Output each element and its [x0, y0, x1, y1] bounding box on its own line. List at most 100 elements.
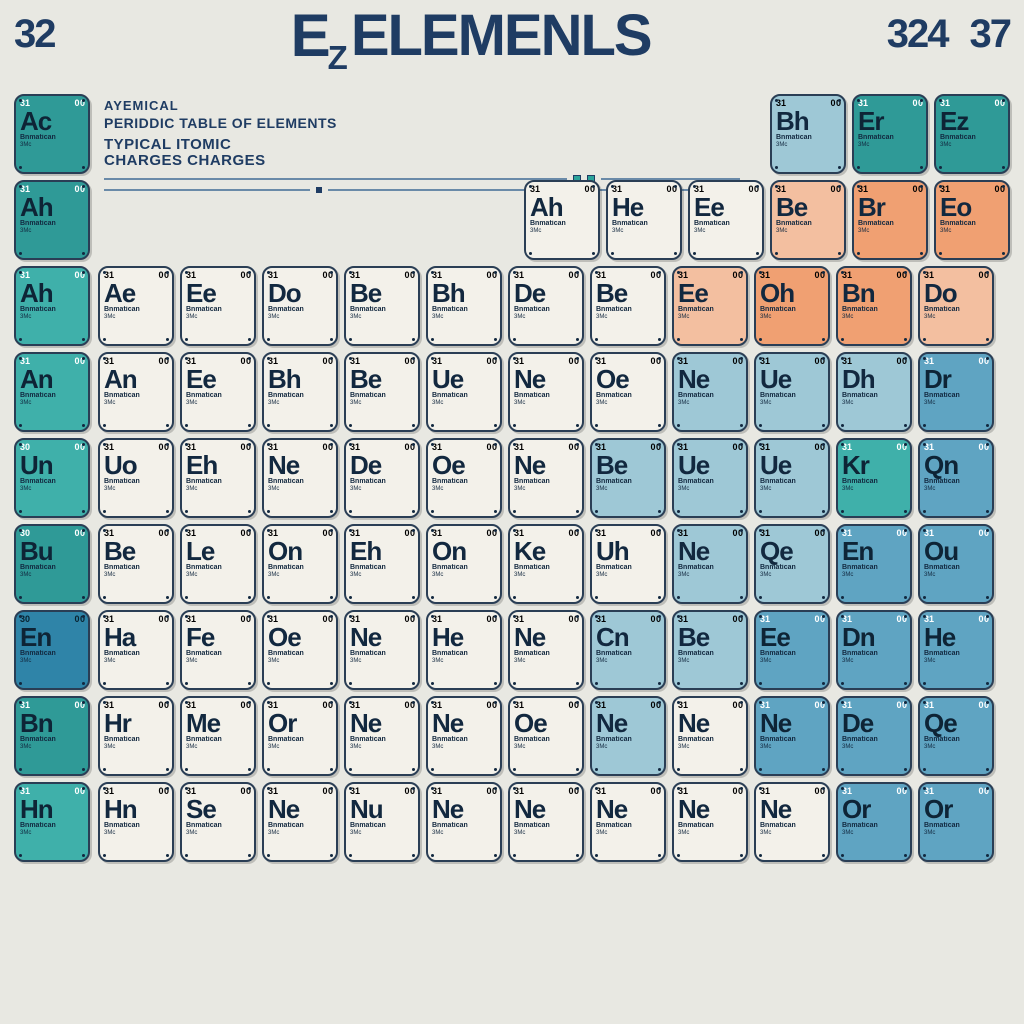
element-cell: 310 0EoBnmatican3Mc — [934, 180, 1010, 260]
row1-right-tiles: 310 0BhBnmatican3Mc310 0ErBnmatican3Mc31… — [770, 94, 1010, 174]
element-cell: 310 0AeBnmatican3Mc — [98, 266, 174, 346]
element-cell: 310 0DeBnmatican3Mc — [344, 438, 420, 518]
element-cell: 310 0BeBnmatican3Mc — [344, 352, 420, 432]
element-cell: 310 0OrBnmatican3Mc — [262, 696, 338, 776]
element-cell: 310 0BeBnmatican3Mc — [590, 438, 666, 518]
element-cell: 310 0MeBnmatican3Mc — [180, 696, 256, 776]
element-cell: 310 0KrBnmatican3Mc — [836, 438, 912, 518]
subtitle-line3b: CHARGES CHARGES — [104, 152, 266, 169]
element-cell: 310 0OuBnmatican3Mc — [918, 524, 994, 604]
element-cell: 310 0UeBnmatican3Mc — [754, 352, 830, 432]
element-cell: 310 0OnBnmatican3Mc — [426, 524, 502, 604]
element-cell: 310 0NeBnmatican3Mc — [672, 696, 748, 776]
element-cell: 310 0ErBnmatican3Mc — [852, 94, 928, 174]
element-cell: 310 0AnBnmatican3Mc — [98, 352, 174, 432]
element-cell: 310 0BnBnmatican3Mc — [836, 266, 912, 346]
element-cell: 310 0OeBnmatican3Mc — [508, 696, 584, 776]
element-cell: 310 0HaBnmatican3Mc — [98, 610, 174, 690]
element-cell: 310 0HeBnmatican3Mc — [426, 610, 502, 690]
element-cell: 310 0DhBnmatican3Mc — [836, 352, 912, 432]
element-cell: 310 0SeBnmatican3Mc — [180, 782, 256, 862]
element-cell: 310 0OeBnmatican3Mc — [590, 352, 666, 432]
element-cell: 310 0BhBnmatican3Mc — [262, 352, 338, 432]
element-cell: 310 0HrBnmatican3Mc — [98, 696, 174, 776]
subtitle-block: AYEMICAL PERIDDIC TABLE OF ELEMENTS TYPI… — [100, 96, 740, 193]
element-cell: 310 0EeBnmatican3Mc — [672, 266, 748, 346]
subtitle-line2: PERIDDIC TABLE OF ELEMENTS — [104, 115, 740, 131]
element-cell: 310 0EeBnmatican3Mc — [754, 610, 830, 690]
element-cell: 310 0NeBnmatican3Mc — [754, 782, 830, 862]
element-cell: 310 0QeBnmatican3Mc — [754, 524, 830, 604]
subtitle-text: AYEMICAL PERIDDIC TABLE OF ELEMENTS TYPI… — [100, 96, 740, 193]
element-cell: 310 0OeBnmatican3Mc — [426, 438, 502, 518]
element-cell: 310 0NeBnmatican3Mc — [426, 696, 502, 776]
left-column: 310 0AcBnmatican3Mc310 0AhBnmatican3Mc31… — [14, 94, 90, 862]
element-cell: 310 0NeBnmatican3Mc — [508, 352, 584, 432]
element-cell: 310 0KeBnmatican3Mc — [508, 524, 584, 604]
element-cell: 310 0QnBnmatican3Mc — [918, 438, 994, 518]
element-cell: 310 0NeBnmatican3Mc — [344, 610, 420, 690]
element-cell: 310 0OnBnmatican3Mc — [262, 524, 338, 604]
row5: 310 0UoBnmatican3Mc310 0EhBnmatican3Mc31… — [98, 438, 994, 518]
element-cell: 310 0NeBnmatican3Mc — [672, 782, 748, 862]
element-cell: 310 0EnBnmatican3Mc — [836, 524, 912, 604]
element-cell: 310 0NeBnmatican3Mc — [426, 782, 502, 862]
header-number-left: 32 — [14, 12, 55, 57]
element-cell: 310 0DnBnmatican3Mc — [836, 610, 912, 690]
element-cell: 310 0NeBnmatican3Mc — [590, 782, 666, 862]
element-cell: 310 0NeBnmatican3Mc — [590, 696, 666, 776]
element-cell: 310 0HnBnmatican3Mc — [14, 782, 90, 862]
element-cell: 310 0UoBnmatican3Mc — [98, 438, 174, 518]
element-cell: 310 0NeBnmatican3Mc — [508, 438, 584, 518]
element-cell: 310 0UeBnmatican3Mc — [754, 438, 830, 518]
row9: 310 0HnBnmatican3Mc310 0SeBnmatican3Mc31… — [98, 782, 994, 862]
element-cell: 310 0OhBnmatican3Mc — [754, 266, 830, 346]
header-number-right-b: 37 — [969, 12, 1010, 57]
element-cell: 310 0AhBnmatican3Mc — [14, 266, 90, 346]
element-cell: 310 0CnBnmatican3Mc — [590, 610, 666, 690]
element-cell: 310 0BhBnmatican3Mc — [770, 94, 846, 174]
element-cell: 310 0BeBnmatican3Mc — [98, 524, 174, 604]
element-cell: 310 0EzBnmatican3Mc — [934, 94, 1010, 174]
element-cell: 310 0LeBnmatican3Mc — [180, 524, 256, 604]
element-cell: 310 0HeBnmatican3Mc — [918, 610, 994, 690]
row2-tiles: 310 0AhBnmatican3Mc310 0HeBnmatican3Mc31… — [524, 180, 1010, 260]
element-cell: 300 0BuBnmatican3Mc — [14, 524, 90, 604]
header-title: ELEMENLS — [351, 12, 651, 60]
element-cell: 310 0BhBnmatican3Mc — [426, 266, 502, 346]
element-cell: 310 0NeBnmatican3Mc — [508, 610, 584, 690]
element-cell: 310 0NuBnmatican3Mc — [344, 782, 420, 862]
element-cell: 310 0AnBnmatican3Mc — [14, 352, 90, 432]
element-cell: 310 0OeBnmatican3Mc — [262, 610, 338, 690]
element-cell: 310 0BnBnmatican3Mc — [14, 696, 90, 776]
subtitle-line3: TYPICAL ITOMIC CHARGES CHARGES — [104, 137, 740, 169]
header-number-right-a: 324 — [887, 12, 948, 57]
element-cell: 300 0EnBnmatican3Mc — [14, 610, 90, 690]
row3: 310 0AeBnmatican3Mc310 0EeBnmatican3Mc31… — [98, 266, 994, 346]
row4: 310 0AnBnmatican3Mc310 0EeBnmatican3Mc31… — [98, 352, 994, 432]
element-cell: 310 0EhBnmatican3Mc — [344, 524, 420, 604]
element-cell: 310 0QeBnmatican3Mc — [918, 696, 994, 776]
subtitle-line1: AYEMICAL — [104, 98, 740, 113]
header-center: EZ ELEMENLS — [291, 12, 651, 71]
element-cell: 310 0EeBnmatican3Mc — [688, 180, 764, 260]
element-cell: 310 0EhBnmatican3Mc — [180, 438, 256, 518]
element-cell: 310 0NeBnmatican3Mc — [672, 524, 748, 604]
element-cell: 310 0AhBnmatican3Mc — [14, 180, 90, 260]
element-cell: 310 0OrBnmatican3Mc — [918, 782, 994, 862]
element-cell: 310 0UhBnmatican3Mc — [590, 524, 666, 604]
element-cell: 310 0NeBnmatican3Mc — [262, 438, 338, 518]
header-numbers-right: 324 37 — [887, 12, 1010, 57]
element-cell: 310 0NeBnmatican3Mc — [262, 782, 338, 862]
element-cell: 310 0BeBnmatican3Mc — [590, 266, 666, 346]
element-cell: 310 0NeBnmatican3Mc — [508, 782, 584, 862]
main-grid: 310 0AeBnmatican3Mc310 0EeBnmatican3Mc31… — [98, 266, 994, 868]
subtitle-line3a: TYPICAL ITOMIC — [104, 136, 231, 153]
row7: 310 0HaBnmatican3Mc310 0FeBnmatican3Mc31… — [98, 610, 994, 690]
header-ez: EZ — [291, 12, 345, 71]
element-cell: 310 0FeBnmatican3Mc — [180, 610, 256, 690]
element-cell: 310 0NeBnmatican3Mc — [344, 696, 420, 776]
header-ez-main: E — [291, 2, 328, 69]
element-cell: 310 0OrBnmatican3Mc — [836, 782, 912, 862]
element-cell: 310 0HeBnmatican3Mc — [606, 180, 682, 260]
